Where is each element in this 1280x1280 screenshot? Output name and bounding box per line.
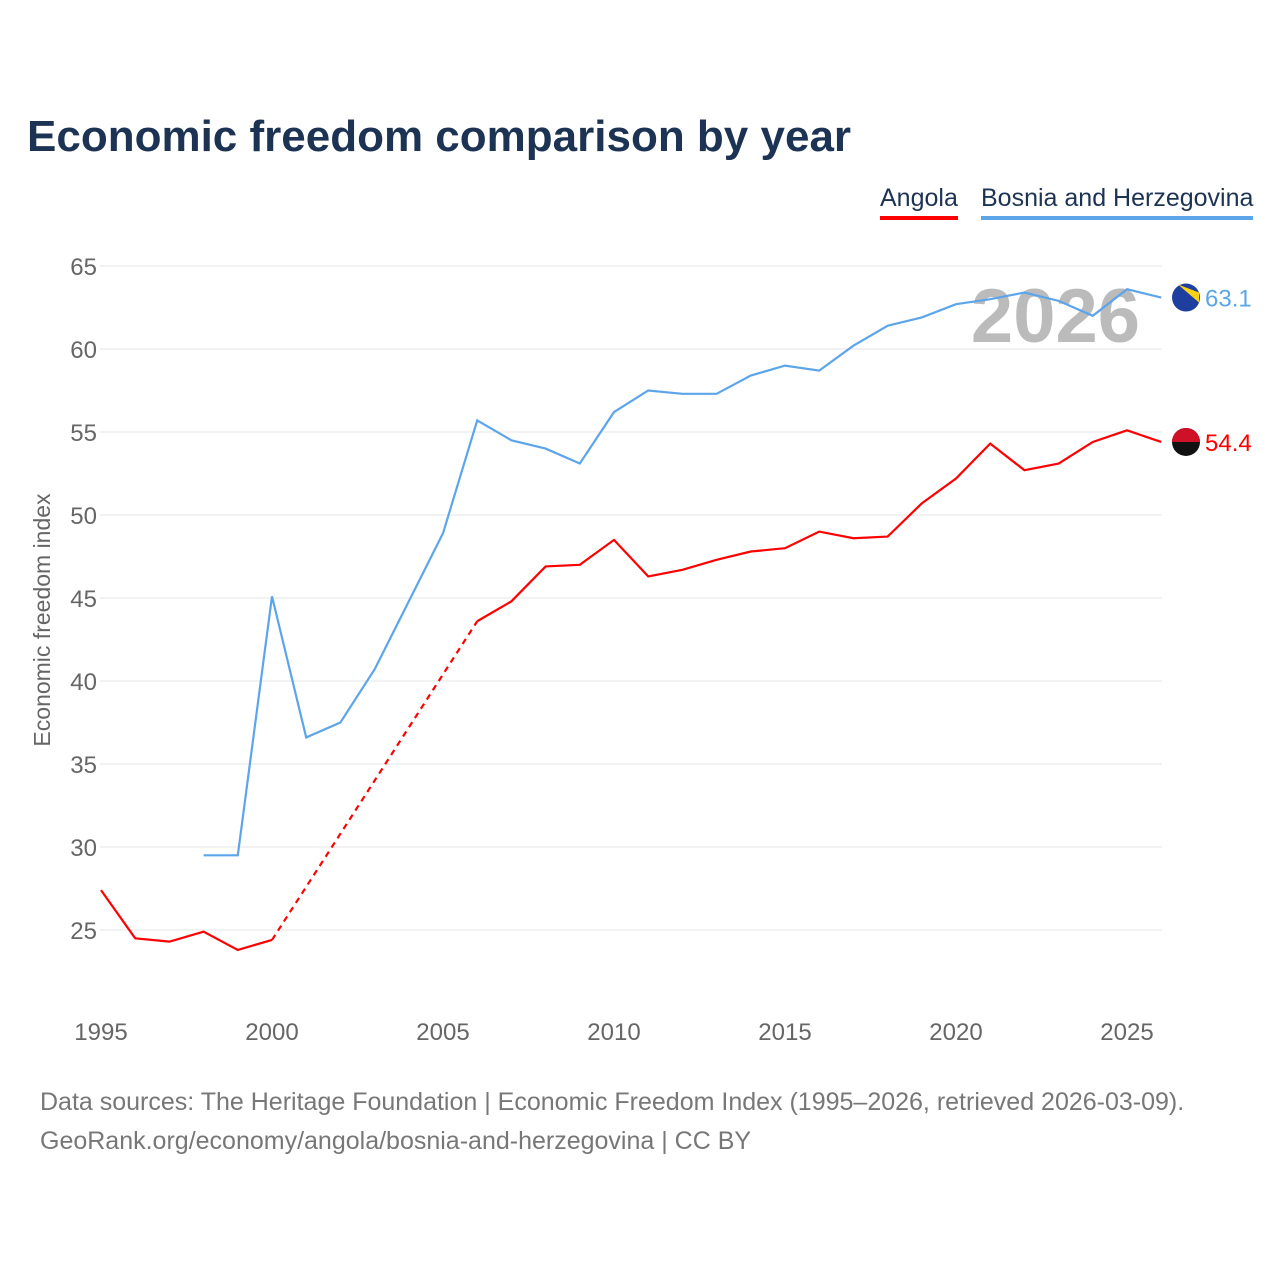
flag-detail (1172, 427, 1200, 442)
flag-detail (1178, 284, 1199, 303)
x-tick-label: 1995 (74, 1019, 127, 1046)
legend-item-angola[interactable]: Angola (880, 184, 958, 220)
y-tick-label: 55 (70, 420, 97, 447)
end-value-label: 54.4 (1205, 430, 1252, 457)
y-tick-label: 45 (70, 586, 97, 613)
end-value-label: 63.1 (1205, 286, 1252, 313)
footer-link[interactable]: GeoRank.org/economy/angola/bosnia-and-he… (40, 1127, 752, 1155)
y-tick-label: 30 (70, 835, 97, 862)
y-tick-label: 40 (70, 669, 97, 696)
x-tick-label: 2000 (245, 1019, 298, 1046)
footer-sources: Data sources: The Heritage Foundation | … (40, 1088, 1185, 1116)
series-line-0 (100, 889, 273, 952)
x-tick-label: 2010 (587, 1019, 640, 1046)
y-tick-label: 60 (70, 337, 97, 364)
legend-item-bosnia[interactable]: Bosnia and Herzegovina (981, 184, 1254, 220)
y-tick-label: 35 (70, 752, 97, 779)
x-tick-label: 2020 (929, 1019, 982, 1046)
year-watermark: 2026 (971, 274, 1140, 359)
x-tick-label: 2015 (758, 1019, 811, 1046)
y-tick-label: 65 (70, 254, 97, 281)
x-tick-label: 2005 (416, 1019, 469, 1046)
series-line-1 (203, 288, 1162, 857)
series-gap-line (271, 620, 479, 941)
y-tick-label: 25 (70, 918, 97, 945)
chart-title: Economic freedom comparison by year (27, 112, 852, 161)
x-tick-label: 2025 (1100, 1019, 1153, 1046)
y-tick-label: 50 (70, 503, 97, 530)
series-line-0 (476, 429, 1162, 623)
y-axis-label: Economic freedom index (29, 493, 55, 747)
